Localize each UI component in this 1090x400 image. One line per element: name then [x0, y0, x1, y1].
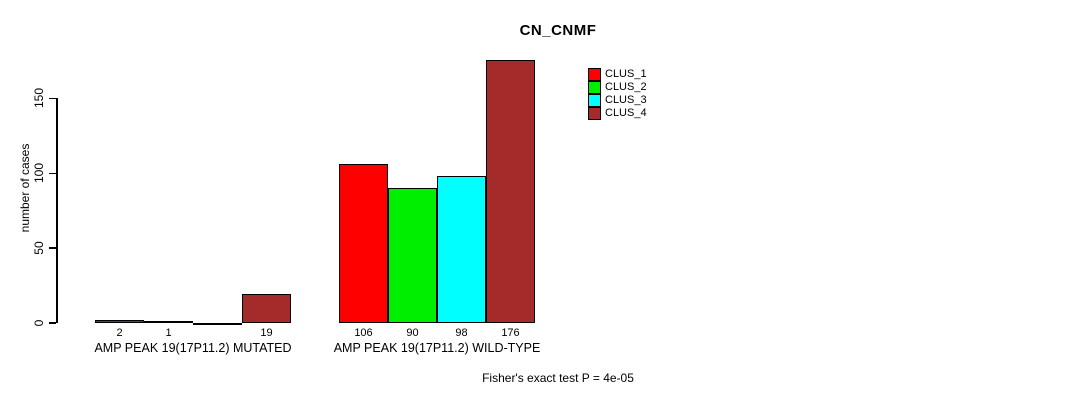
chart-title: CN_CNMF	[519, 22, 597, 39]
bar-value-label: 19	[260, 327, 273, 339]
legend-label: CLUS_3	[605, 94, 647, 107]
y-tick-mark	[49, 247, 56, 249]
bar-value-label: 90	[406, 327, 419, 339]
bar	[388, 188, 437, 324]
fisher-test-annotation: Fisher's exact test P = 4e-05	[482, 371, 634, 385]
bar-value-label: 176	[501, 327, 520, 339]
legend: CLUS_1 CLUS_2 CLUS_3 CLUS_4	[588, 66, 647, 121]
y-tick-label: 50	[32, 241, 46, 255]
y-tick-mark	[49, 97, 56, 100]
y-axis-line	[56, 98, 58, 323]
x-axis-group-label: AMP PEAK 19(17P11.2) MUTATED	[94, 341, 292, 355]
legend-swatch	[588, 68, 601, 82]
y-tick-label: 150	[32, 88, 46, 109]
bar	[437, 176, 486, 324]
bar-value-label: 2	[116, 327, 123, 339]
bar	[486, 59, 535, 324]
legend-swatch	[588, 81, 601, 95]
legend-row: CLUS_4	[588, 105, 647, 121]
legend-label: CLUS_1	[605, 68, 647, 81]
legend-swatch	[588, 107, 601, 121]
bar	[193, 322, 242, 325]
legend-swatch	[588, 94, 601, 108]
bar	[95, 319, 144, 324]
legend-label: CLUS_2	[605, 81, 647, 94]
bar-value-label: 98	[455, 327, 468, 339]
x-axis-group-label: AMP PEAK 19(17P11.2) WILD-TYPE	[333, 341, 541, 355]
legend-row: CLUS_1	[588, 66, 647, 82]
legend-label: CLUS_4	[605, 107, 647, 120]
bar	[144, 321, 193, 324]
bar-value-label: 106	[354, 327, 373, 339]
y-tick-mark	[49, 322, 56, 324]
bar	[339, 164, 388, 324]
bar-value-label: 1	[165, 327, 172, 339]
bar	[242, 294, 291, 324]
y-tick-label: 0	[32, 319, 46, 326]
legend-row: CLUS_2	[588, 79, 647, 95]
legend-row: CLUS_3	[588, 92, 647, 108]
y-tick-mark	[49, 172, 56, 175]
y-tick-label: 100	[32, 163, 46, 184]
